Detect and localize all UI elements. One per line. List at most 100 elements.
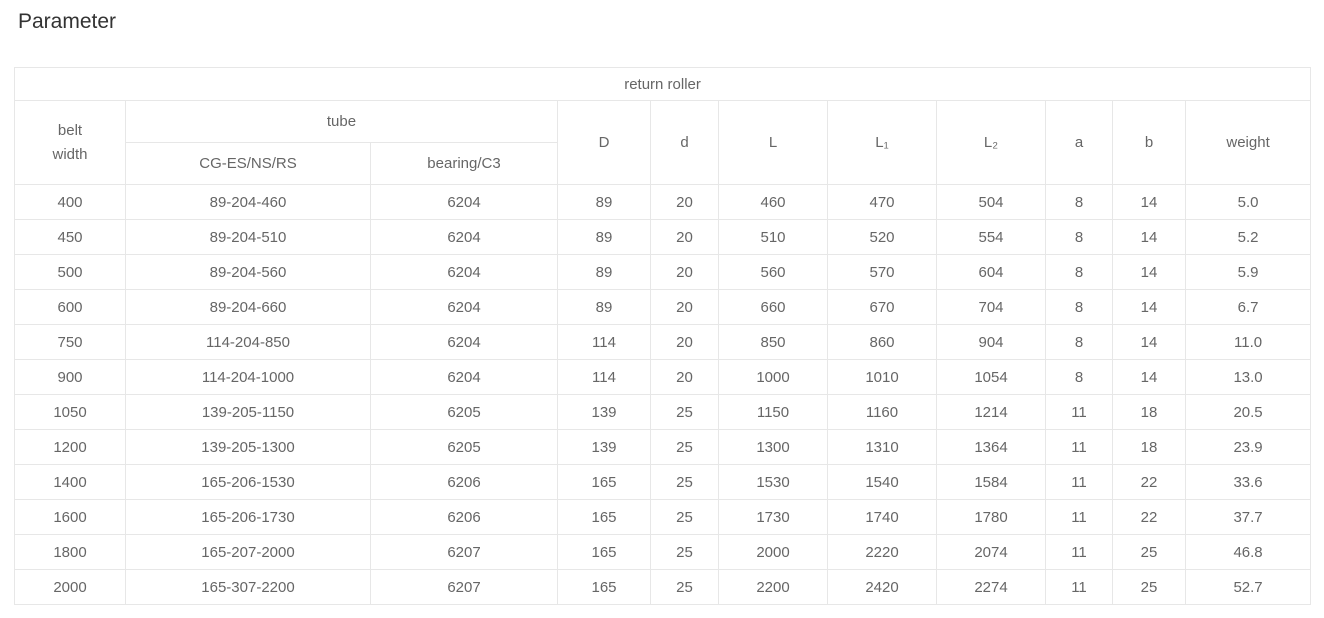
table-cell: 6206 bbox=[370, 464, 558, 500]
group-header-cell: return roller bbox=[13, 67, 1312, 101]
table-cell: 11.0 bbox=[1184, 324, 1312, 360]
table-cell: 165 bbox=[557, 464, 651, 500]
table-cell: 8 bbox=[1045, 289, 1113, 325]
table-cell: 1050 bbox=[14, 394, 126, 430]
table-cell: 89 bbox=[557, 254, 651, 290]
table-cell: 1730 bbox=[718, 499, 828, 535]
table-cell: 139-205-1300 bbox=[125, 429, 371, 465]
table-row: 450 89-204-510 6204 89 20 510 520 554 8 14 5.2 bbox=[14, 219, 1312, 255]
table-row: 900 114-204-1000 6204 114 20 1000 1010 1054 8 14 1… bbox=[14, 359, 1312, 395]
table-cell: 114-204-850 bbox=[125, 324, 371, 360]
table-cell: 6.7 bbox=[1184, 289, 1312, 325]
table-cell: 6206 bbox=[370, 499, 558, 535]
table-cell: 18 bbox=[1112, 429, 1186, 465]
table-header: return roller belt width tube D d L L₁ L… bbox=[13, 67, 1312, 185]
table-cell: 670 bbox=[827, 289, 937, 325]
table-cell: 14 bbox=[1112, 289, 1186, 325]
table-cell: 900 bbox=[14, 359, 126, 395]
sub-header-row: CG-ES/NS/RS bearing/C3 bbox=[15, 142, 1311, 185]
table-cell: 1160 bbox=[827, 394, 937, 430]
table-cell: 6204 bbox=[370, 359, 558, 395]
table-cell: 1200 bbox=[14, 429, 126, 465]
table-row: 600 89-204-660 6204 89 20 660 670 704 8 14 6.7 bbox=[14, 289, 1312, 325]
table-cell: 46.8 bbox=[1184, 534, 1312, 570]
table-cell: 460 bbox=[718, 184, 828, 220]
table-cell: 2420 bbox=[827, 569, 937, 605]
table-cell: 520 bbox=[827, 219, 937, 255]
table-cell: 89 bbox=[557, 184, 651, 220]
table-cell: 500 bbox=[14, 254, 126, 290]
table-cell: 2220 bbox=[827, 534, 937, 570]
column-header-tube: tube bbox=[125, 100, 558, 143]
table-cell: 14 bbox=[1112, 219, 1186, 255]
table-cell: 750 bbox=[14, 324, 126, 360]
table-cell: 1780 bbox=[936, 499, 1046, 535]
table-cell: 860 bbox=[827, 324, 937, 360]
table-cell: 165-207-2000 bbox=[125, 534, 371, 570]
table-cell: 25 bbox=[650, 394, 719, 430]
table-cell: 6205 bbox=[370, 394, 558, 430]
table-cell: 470 bbox=[827, 184, 937, 220]
table-cell: 554 bbox=[936, 219, 1046, 255]
table-cell: 6204 bbox=[370, 324, 558, 360]
table-cell: 165-206-1730 bbox=[125, 499, 371, 535]
table-cell: 1364 bbox=[936, 429, 1046, 465]
table-cell: 20 bbox=[650, 289, 719, 325]
table-cell: 11 bbox=[1045, 394, 1113, 430]
column-header-belt-width: belt width bbox=[14, 100, 126, 185]
table-cell: 8 bbox=[1045, 324, 1113, 360]
table-cell: 11 bbox=[1045, 464, 1113, 500]
column-header-cg-es-ns-rs: CG-ES/NS/RS bbox=[125, 142, 371, 185]
parameter-table: return roller belt width tube D d L L₁ L… bbox=[13, 67, 1312, 605]
main-header-row: belt width tube D d L L₁ L₂ a b weight bbox=[14, 100, 1312, 185]
table-cell: 165-307-2200 bbox=[125, 569, 371, 605]
table-cell: 1584 bbox=[936, 464, 1046, 500]
table-cell: 6205 bbox=[370, 429, 558, 465]
table-cell: 1740 bbox=[827, 499, 937, 535]
table-cell: 1300 bbox=[718, 429, 828, 465]
table-cell: 8 bbox=[1045, 219, 1113, 255]
table-cell: 704 bbox=[936, 289, 1046, 325]
table-body: 400 89-204-460 6204 89 20 460 470 504 8 14 5.0 450 8… bbox=[14, 184, 1312, 605]
table-cell: 604 bbox=[936, 254, 1046, 290]
table-cell: 89-204-510 bbox=[125, 219, 371, 255]
table-cell: 1214 bbox=[936, 394, 1046, 430]
table-cell: 25 bbox=[650, 569, 719, 605]
table-cell: 89 bbox=[557, 219, 651, 255]
table-cell: 14 bbox=[1112, 359, 1186, 395]
table-cell: 6207 bbox=[370, 569, 558, 605]
table-cell: 2074 bbox=[936, 534, 1046, 570]
table-cell: 139 bbox=[557, 394, 651, 430]
table-cell: 600 bbox=[14, 289, 126, 325]
table-cell: 5.2 bbox=[1184, 219, 1312, 255]
table-cell: 139-205-1150 bbox=[125, 394, 371, 430]
table-cell: 14 bbox=[1112, 254, 1186, 290]
table-cell: 20 bbox=[650, 359, 719, 395]
table-cell: 660 bbox=[718, 289, 828, 325]
table-cell: 33.6 bbox=[1184, 464, 1312, 500]
table-cell: 11 bbox=[1045, 569, 1113, 605]
table-cell: 89-204-660 bbox=[125, 289, 371, 325]
table-cell: 1600 bbox=[14, 499, 126, 535]
table-cell: 5.0 bbox=[1184, 184, 1312, 220]
table-cell: 2000 bbox=[14, 569, 126, 605]
table-cell: 20.5 bbox=[1184, 394, 1312, 430]
table-cell: 139 bbox=[557, 429, 651, 465]
column-header-bearing-c3: bearing/C3 bbox=[370, 142, 558, 185]
table-cell: 1054 bbox=[936, 359, 1046, 395]
table-row: 2000 165-307-2200 6207 165 25 2200 2420 2274 11 2… bbox=[14, 569, 1312, 605]
table-cell: 52.7 bbox=[1184, 569, 1312, 605]
column-header-L1: L₁ bbox=[827, 100, 937, 185]
table-cell: 20 bbox=[650, 254, 719, 290]
column-header-a: a bbox=[1045, 100, 1113, 185]
table-cell: 25 bbox=[650, 534, 719, 570]
table-row: 1050 139-205-1150 6205 139 25 1150 1160 1214 11 1… bbox=[14, 394, 1312, 430]
table-cell: 560 bbox=[718, 254, 828, 290]
table-cell: 165 bbox=[557, 569, 651, 605]
table-row: 400 89-204-460 6204 89 20 460 470 504 8 14 5.0 bbox=[14, 184, 1312, 220]
table-cell: 22 bbox=[1112, 499, 1186, 535]
page-title: Parameter bbox=[18, 10, 117, 33]
table-cell: 20 bbox=[650, 184, 719, 220]
table-row: 750 114-204-850 6204 114 20 850 860 904 8 14 11.0 bbox=[14, 324, 1312, 360]
table-cell: 1010 bbox=[827, 359, 937, 395]
